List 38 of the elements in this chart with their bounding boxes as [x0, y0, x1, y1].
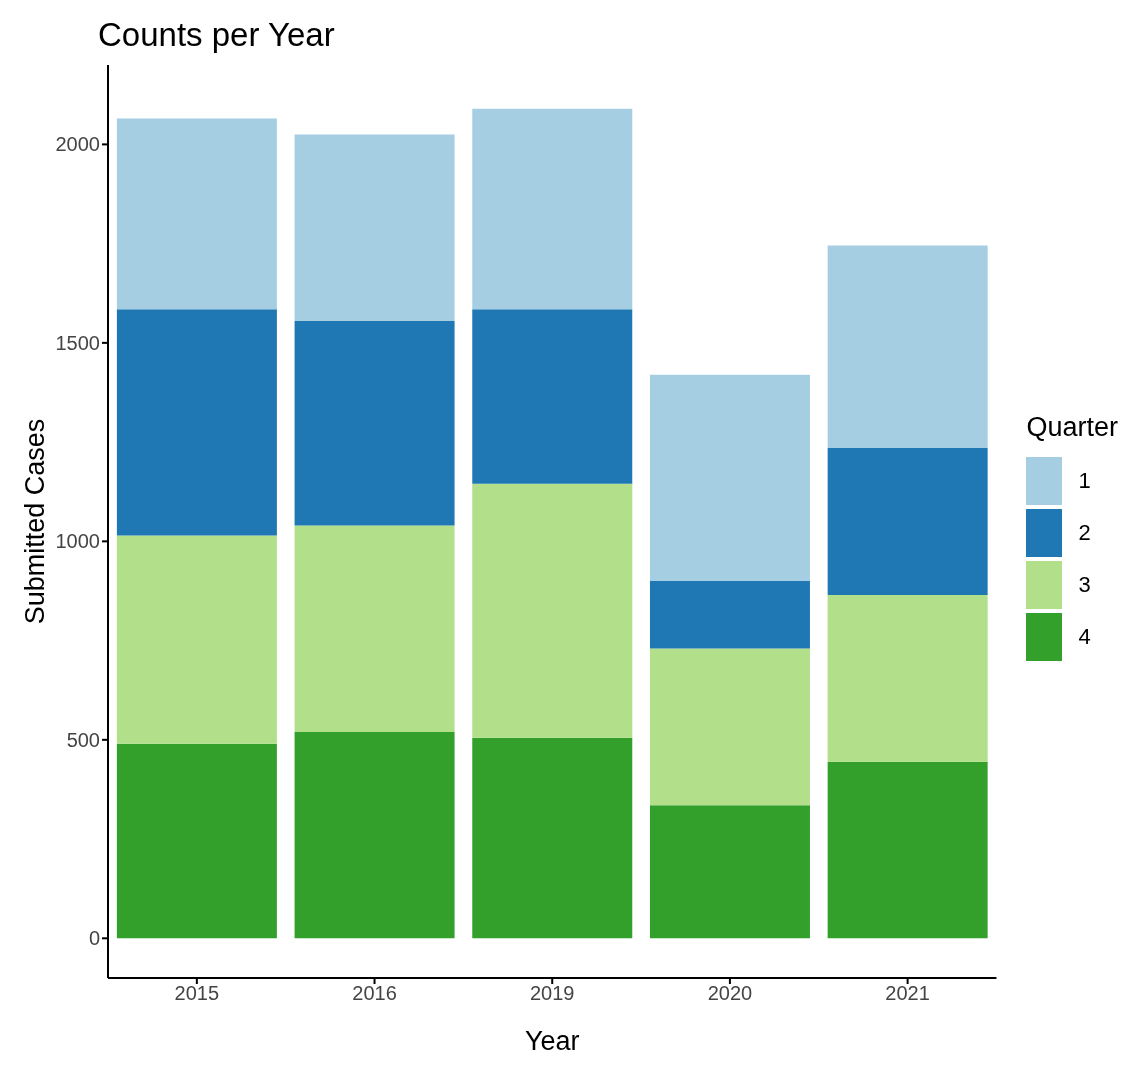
- x-tick-label: 2016: [352, 982, 397, 1005]
- chart-title: Counts per Year: [98, 16, 335, 54]
- legend-title: Quarter: [1026, 411, 1118, 443]
- legend-label: 2: [1078, 519, 1091, 546]
- legend-label: 3: [1078, 571, 1091, 598]
- x-axis-title: Year: [524, 1026, 580, 1056]
- y-tick-label: 500: [66, 728, 100, 751]
- bar: [294, 321, 455, 526]
- x-tick-label: 2021: [885, 982, 930, 1005]
- bar: [649, 805, 810, 939]
- legend-label: 4: [1078, 623, 1091, 650]
- bar: [827, 594, 988, 762]
- y-axis-title: Submitted Cases: [19, 418, 50, 625]
- x-tick-label: 2020: [707, 982, 753, 1005]
- bar: [472, 309, 633, 484]
- bar: [116, 309, 277, 536]
- bar: [827, 245, 988, 449]
- bar: [649, 648, 810, 806]
- bar: [472, 108, 633, 310]
- bar: [649, 581, 810, 649]
- bar: [294, 525, 455, 732]
- bar: [827, 448, 988, 595]
- y-tick-label: 2000: [55, 133, 100, 156]
- legend-label: 1: [1078, 467, 1091, 494]
- y-tick-label: 1500: [55, 331, 100, 354]
- bar: [827, 761, 988, 939]
- bar: [116, 118, 277, 310]
- bar: [116, 535, 277, 744]
- x-tick-label: 2019: [529, 982, 575, 1005]
- bar: [472, 483, 633, 738]
- bar: [649, 374, 810, 582]
- x-tick-label: 2015: [174, 982, 220, 1005]
- y-tick-label: 0: [88, 927, 100, 950]
- y-tick-label: 1000: [55, 530, 100, 553]
- bar: [116, 743, 277, 939]
- bar: [294, 134, 455, 322]
- bar: [472, 737, 633, 939]
- bar: [294, 731, 455, 939]
